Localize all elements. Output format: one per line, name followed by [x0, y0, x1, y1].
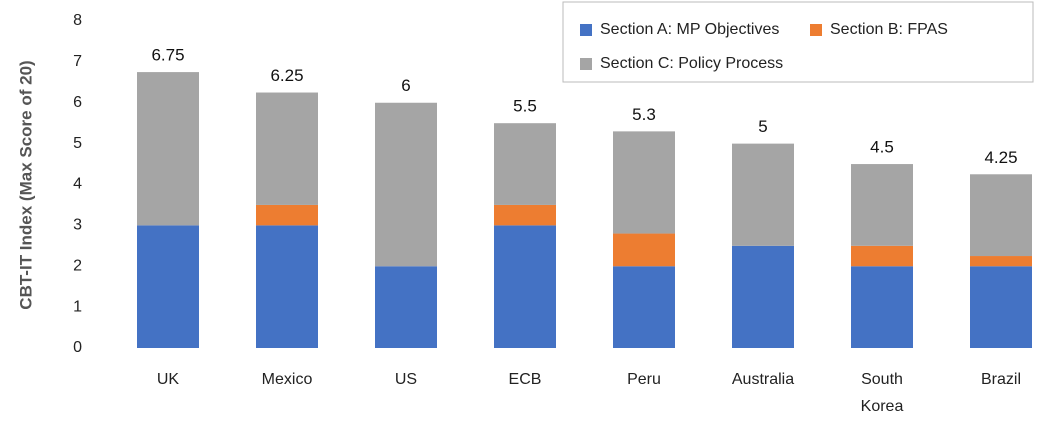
bar-segment — [375, 102, 437, 267]
bar-segment — [256, 204, 318, 226]
total-label: 6.25 — [270, 66, 303, 85]
bar-segment — [137, 225, 199, 348]
bar-segment — [970, 256, 1032, 267]
y-tick-label: 2 — [73, 257, 82, 274]
total-label: 5.3 — [632, 105, 656, 124]
y-tick-label: 4 — [73, 176, 82, 193]
total-label: 4.25 — [984, 148, 1017, 167]
total-label: 4.5 — [870, 138, 894, 157]
x-tick-label: UK — [157, 371, 180, 388]
y-tick-label: 0 — [73, 339, 82, 356]
y-tick-label: 1 — [73, 298, 82, 315]
bar-segment — [494, 225, 556, 348]
legend-label: Section C: Policy Process — [600, 55, 783, 72]
x-tick-label: South Korea — [861, 371, 904, 415]
x-tick-label: Mexico — [262, 371, 313, 388]
bar-segment — [494, 204, 556, 226]
bar-segment — [613, 233, 675, 267]
bar-segment — [375, 266, 437, 348]
legend-swatch — [810, 24, 822, 36]
y-tick-label: 8 — [73, 12, 82, 29]
y-axis-title: CBT-IT Index (Max Score of 20) — [16, 60, 35, 309]
legend-label: Section A: MP Objectives — [600, 21, 779, 38]
bar-segment — [256, 225, 318, 348]
x-tick-label: Brazil — [981, 371, 1021, 388]
bar-segment — [851, 164, 913, 246]
total-label: 5 — [758, 117, 767, 136]
bar-segment — [256, 92, 318, 205]
x-tick-label: US — [395, 371, 417, 388]
x-tick-label: ECB — [509, 371, 542, 388]
total-label: 6 — [401, 76, 410, 95]
x-tick-label: Peru — [627, 371, 661, 388]
bar-segment — [613, 266, 675, 348]
bar-segment — [494, 123, 556, 205]
legend-box — [562, 1, 1034, 83]
bar-segment — [851, 266, 913, 348]
bar-segment — [732, 245, 794, 348]
legend-swatch — [580, 58, 592, 70]
y-tick-label: 7 — [73, 53, 82, 70]
bar-segment — [613, 131, 675, 234]
bar-segment — [732, 143, 794, 246]
legend-label: Section B: FPAS — [830, 21, 948, 38]
legend-swatch — [580, 24, 592, 36]
bar-segment — [970, 266, 1032, 348]
bar-segment — [137, 72, 199, 226]
bar-segment — [851, 245, 913, 267]
x-tick-label: Australia — [732, 371, 794, 388]
total-label: 6.75 — [151, 46, 184, 65]
y-tick-label: 5 — [73, 135, 82, 152]
y-tick-label: 6 — [73, 94, 82, 111]
total-label: 5.5 — [513, 97, 537, 116]
y-tick-label: 3 — [73, 217, 82, 234]
bar-segment — [970, 174, 1032, 257]
